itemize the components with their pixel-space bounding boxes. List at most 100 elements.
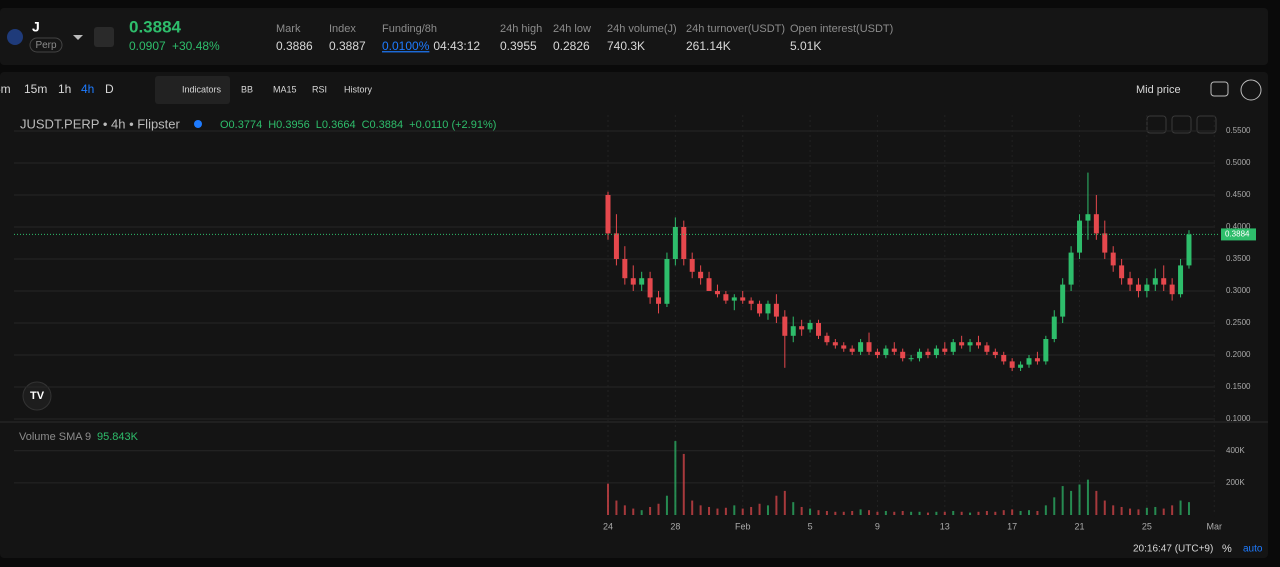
volume-bar bbox=[1028, 510, 1030, 515]
chart-btn[interactable] bbox=[1196, 115, 1217, 134]
stat-label: Open interest(USDT) bbox=[790, 23, 893, 35]
tool[interactable]: History bbox=[344, 84, 373, 94]
ohlc-value: L0.3664 bbox=[316, 119, 356, 131]
x-tick-label: 9 bbox=[875, 521, 880, 531]
coin-icon bbox=[7, 29, 23, 45]
interval[interactable]: 1h bbox=[58, 82, 71, 96]
chart-btn[interactable] bbox=[1146, 115, 1167, 134]
last-price-label: 0.3884 bbox=[1225, 230, 1250, 239]
volume-bar bbox=[674, 441, 677, 515]
y-tick-label: 0.1500 bbox=[1226, 382, 1251, 391]
volume-bar bbox=[918, 511, 921, 515]
tool[interactable]: RSI bbox=[312, 84, 327, 94]
volume-bar bbox=[1044, 505, 1047, 515]
candle-body bbox=[1077, 220, 1083, 253]
volume-bar bbox=[817, 510, 820, 515]
candle-body bbox=[740, 297, 746, 301]
tool[interactable]: BB bbox=[241, 84, 253, 94]
volume-bar bbox=[1036, 510, 1039, 515]
candle-body bbox=[874, 351, 880, 355]
volume-bar bbox=[1061, 486, 1064, 515]
candle-body bbox=[630, 278, 636, 285]
volume-bar bbox=[1086, 479, 1089, 515]
candle-body bbox=[975, 342, 981, 346]
candle-body bbox=[900, 351, 906, 359]
info-button[interactable] bbox=[94, 27, 114, 47]
percent-toggle[interactable]: % bbox=[1222, 543, 1232, 555]
chart-legend: JUSDT.PERP • 4h • Flipster bbox=[20, 116, 181, 131]
volume-bar bbox=[960, 511, 963, 515]
stat-value: 740.3K bbox=[607, 39, 645, 53]
candle-body bbox=[832, 342, 838, 346]
symbol-dropdown[interactable] bbox=[73, 35, 83, 40]
interval[interactable]: 15m bbox=[24, 82, 47, 96]
candle-body bbox=[622, 259, 628, 279]
candle-body bbox=[1085, 214, 1091, 221]
ohlc-value: O0.3774 bbox=[220, 119, 262, 131]
volume-bar bbox=[640, 510, 643, 515]
stat-label: 24h volume(J) bbox=[607, 23, 677, 35]
chart-btn[interactable] bbox=[1171, 115, 1192, 134]
volume-bar bbox=[1103, 500, 1106, 515]
volume-bar bbox=[758, 503, 761, 515]
interval[interactable]: D bbox=[105, 82, 114, 96]
last-price: 0.3884 bbox=[129, 17, 182, 36]
badge: Perp bbox=[35, 40, 57, 51]
x-tick-label: 17 bbox=[1007, 521, 1017, 531]
tool[interactable]: Indicators bbox=[182, 84, 222, 94]
y-tick-label: 0.5000 bbox=[1226, 158, 1251, 167]
y-tick-label: 0.3500 bbox=[1226, 254, 1251, 263]
candle-body bbox=[773, 303, 779, 317]
volume-bar bbox=[1179, 500, 1182, 515]
tool[interactable]: MA15 bbox=[273, 84, 297, 94]
stat-value: 261.14K bbox=[686, 39, 731, 53]
price-change-pct: +30.48% bbox=[172, 39, 220, 53]
volume-bar bbox=[1002, 510, 1005, 515]
volume-bar bbox=[792, 502, 795, 515]
candle-body bbox=[1018, 364, 1024, 368]
candle-body bbox=[656, 297, 662, 304]
candle-body bbox=[1102, 233, 1108, 253]
candle-body bbox=[992, 351, 998, 355]
candle-body bbox=[1169, 284, 1175, 295]
candle-body bbox=[1152, 278, 1158, 285]
volume-bar bbox=[1112, 505, 1115, 515]
volume-tick-label: 400K bbox=[1226, 446, 1245, 455]
tv-logo-text: TV bbox=[30, 390, 45, 402]
volume-bar bbox=[935, 511, 938, 515]
volume-bar bbox=[851, 510, 854, 515]
candle-body bbox=[1001, 355, 1007, 362]
volume-bar bbox=[1011, 509, 1014, 515]
volume-bar bbox=[708, 506, 711, 515]
screenshot-btn[interactable] bbox=[1210, 81, 1229, 97]
candle-body bbox=[1186, 234, 1192, 266]
fullscreen-btn[interactable] bbox=[1240, 79, 1262, 101]
auto-toggle[interactable]: auto bbox=[1243, 544, 1263, 555]
volume-bar bbox=[1137, 509, 1140, 515]
price-mode[interactable]: Mid price bbox=[1136, 84, 1181, 96]
volume-bar bbox=[809, 508, 812, 515]
volume-bar bbox=[1154, 506, 1157, 515]
interval[interactable]: 5m bbox=[0, 82, 11, 96]
volume-bar bbox=[766, 505, 769, 515]
candle-body bbox=[824, 335, 830, 343]
volume-bar bbox=[691, 500, 694, 515]
interval[interactable]: 4h bbox=[81, 82, 94, 96]
symbol[interactable]: J bbox=[32, 19, 40, 35]
volume-bar bbox=[910, 511, 913, 515]
candle-body bbox=[849, 348, 855, 352]
live-dot bbox=[194, 120, 202, 128]
volume-bar bbox=[665, 495, 668, 515]
stat-value[interactable]: 0.0100% bbox=[382, 39, 430, 53]
clock: 20:16:47 (UTC+9) bbox=[1133, 544, 1213, 555]
x-tick-label: Mar bbox=[1206, 521, 1222, 531]
candle-body bbox=[790, 326, 796, 336]
x-tick-label: 25 bbox=[1142, 521, 1152, 531]
volume-bar bbox=[724, 507, 727, 515]
stat-label: Funding/8h bbox=[382, 23, 437, 35]
candle-body bbox=[925, 351, 931, 355]
y-tick-label: 0.2000 bbox=[1226, 350, 1251, 359]
tv-logo[interactable] bbox=[22, 381, 52, 411]
candle-body bbox=[858, 342, 864, 352]
volume-bar bbox=[741, 508, 744, 515]
